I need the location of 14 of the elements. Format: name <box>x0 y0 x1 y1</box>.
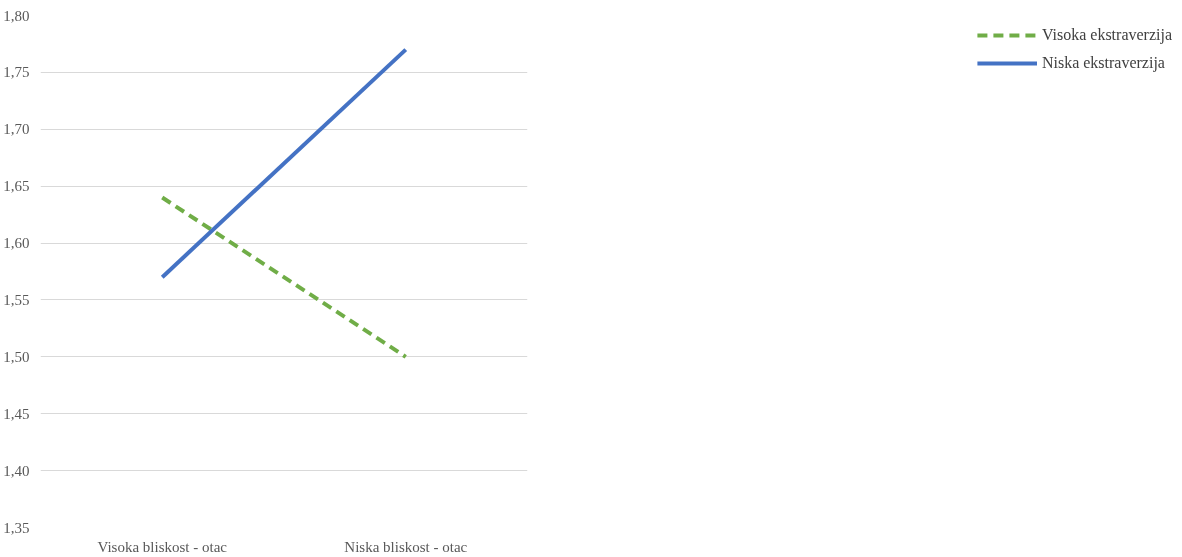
y-tick-label: 1,60 <box>3 235 30 252</box>
y-tick-label: 1,35 <box>3 519 30 536</box>
y-tick-label: 1,50 <box>3 348 30 365</box>
y-tick-label: 1,70 <box>3 121 30 138</box>
x-tick-label: Niska bliskost - otac <box>344 538 468 555</box>
y-tick-label: 1,75 <box>3 64 30 81</box>
y-tick-label: 1,40 <box>3 462 30 479</box>
y-tick-label: 1,80 <box>3 7 30 24</box>
legend-label: Visoka ekstraverzija <box>1041 26 1172 44</box>
legend-label: Niska ekstraverzija <box>1041 54 1165 72</box>
x-tick-label: Visoka bliskost - otac <box>97 538 228 555</box>
y-tick-label: 1,55 <box>3 291 30 308</box>
y-tick-label: 1,65 <box>3 178 30 195</box>
y-tick-label: 1,45 <box>3 405 30 422</box>
